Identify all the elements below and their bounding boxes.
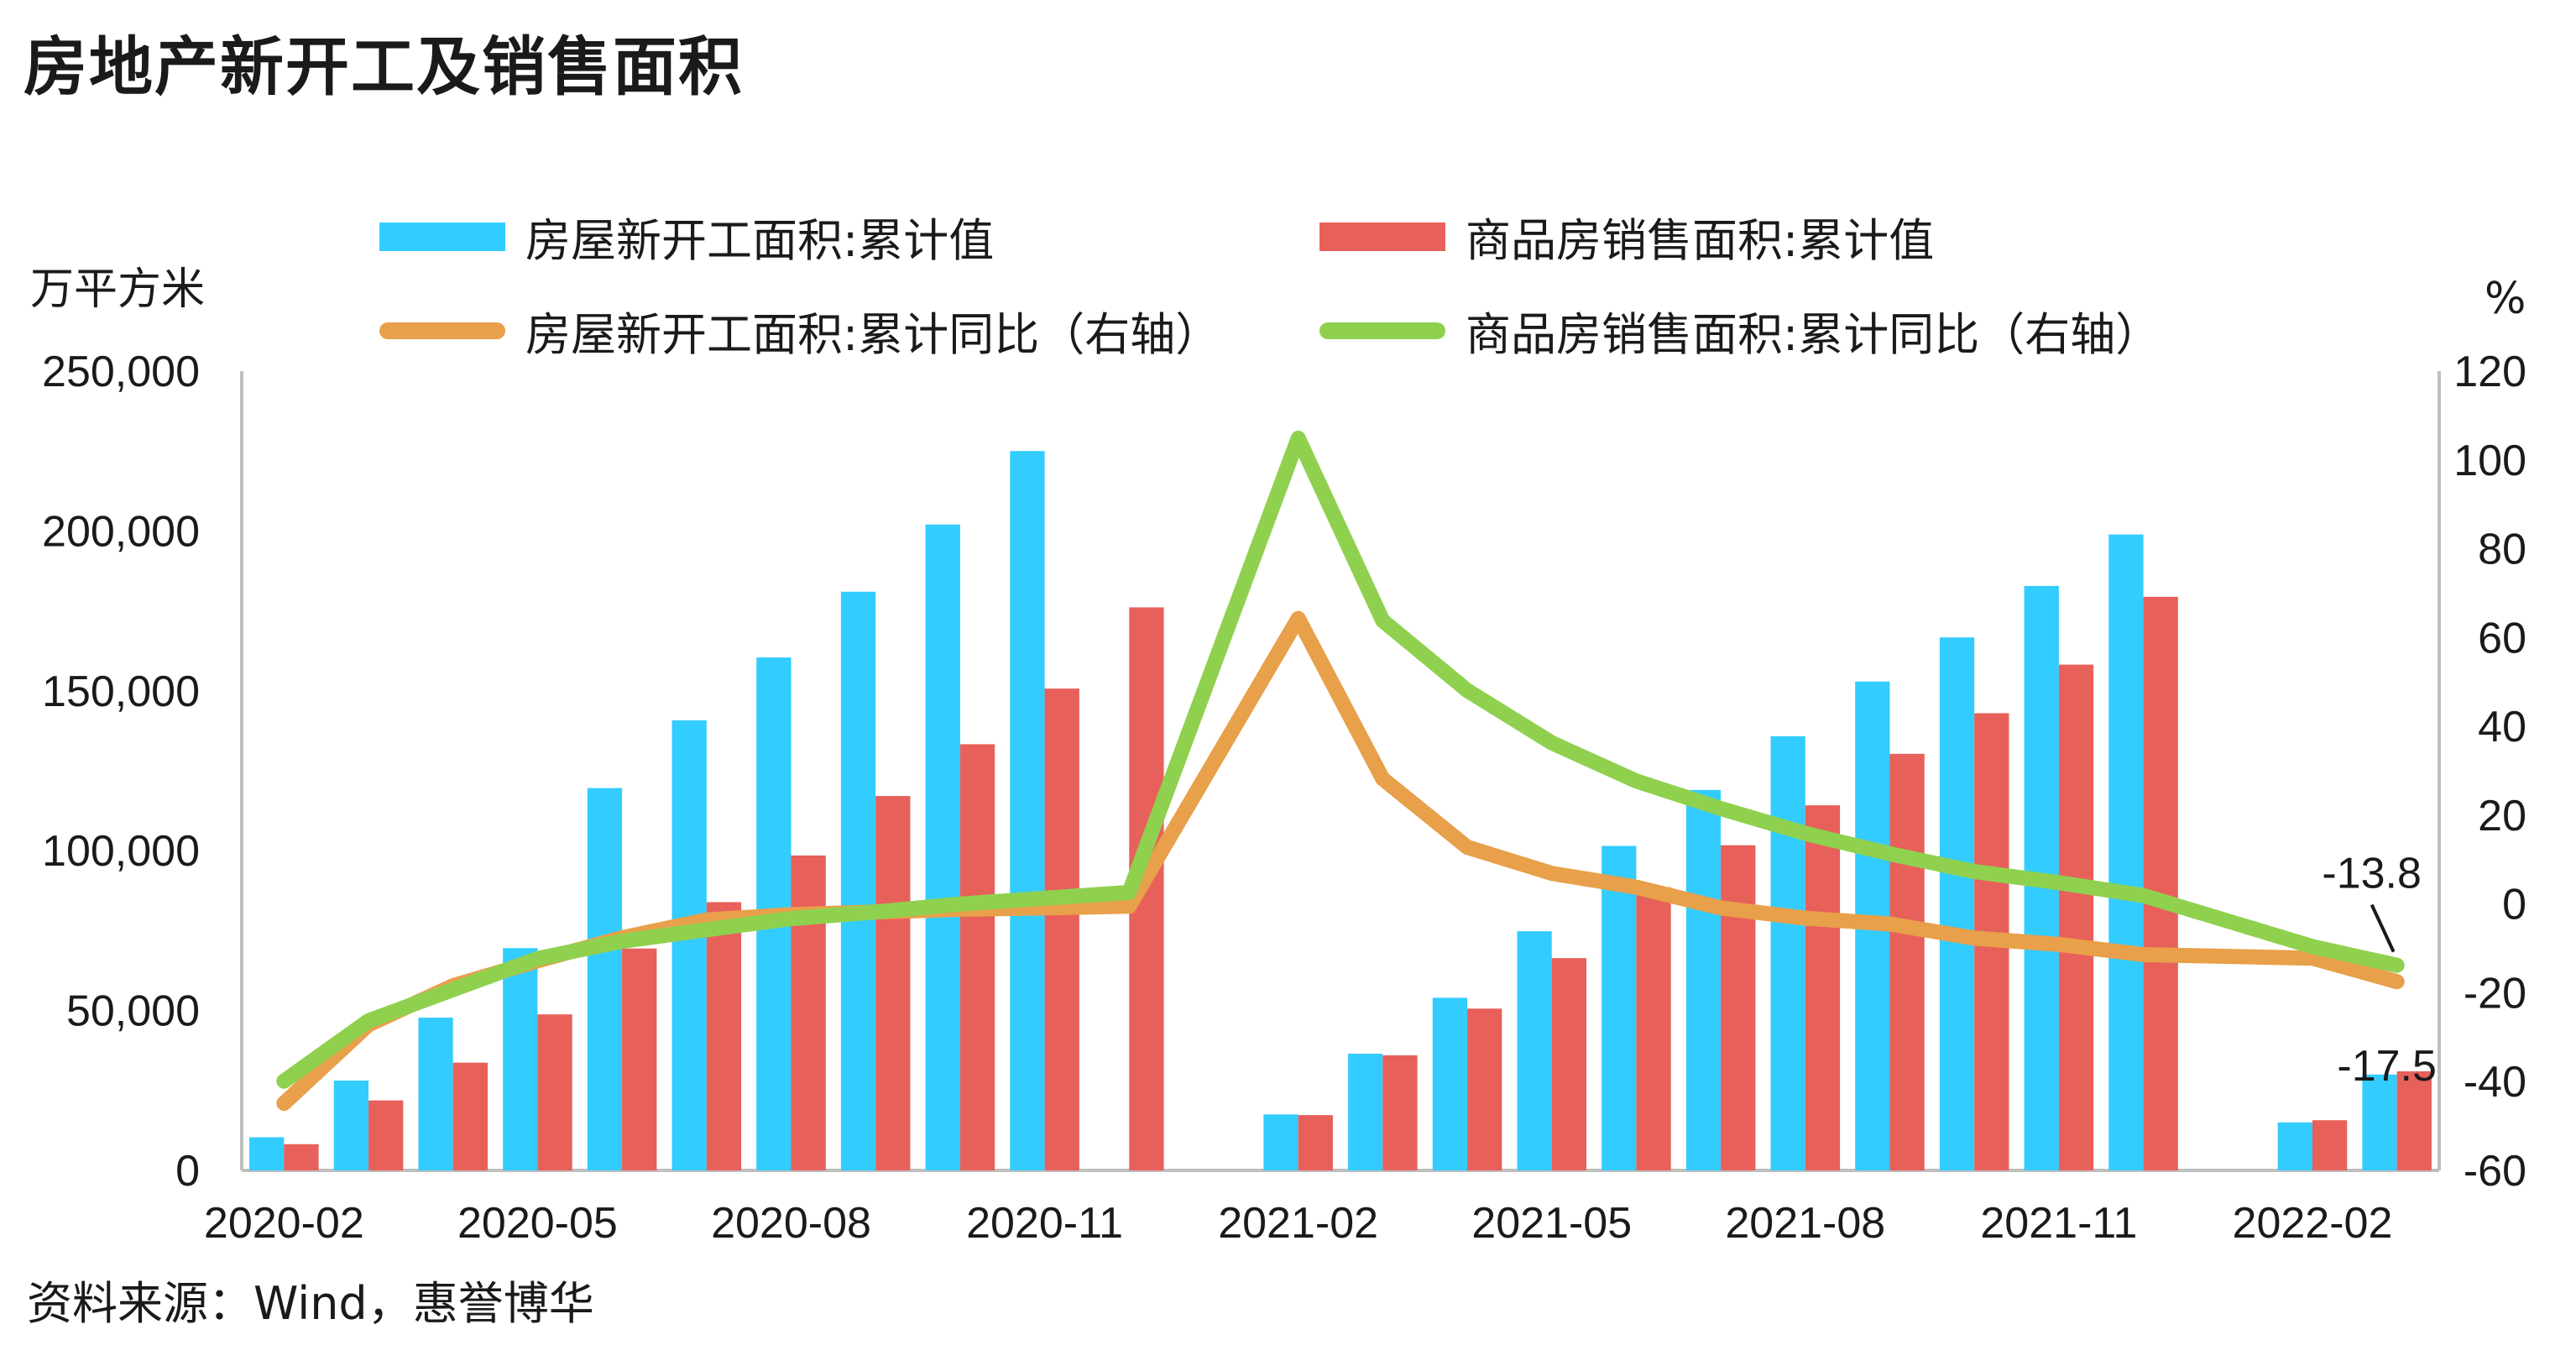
bar-sales — [452, 1062, 489, 1170]
legend-label-sales-bar: 商品房销售面积:累计值 — [1466, 214, 1935, 267]
bar-new-start — [1770, 735, 1805, 1170]
legend-label-new-start-bar: 房屋新开工面积:累计值 — [525, 214, 995, 267]
bar-new-start — [1263, 1114, 1298, 1170]
legend-swatch-new-start-bar — [379, 222, 505, 251]
legend-label-new-start-line: 房屋新开工面积:累计同比（右轴） — [525, 308, 1221, 361]
legend-item-new-start-bar: 房屋新开工面积:累计值 — [379, 203, 994, 270]
y2-tick-label: -20 — [2464, 969, 2526, 1018]
bar-new-start — [2108, 534, 2144, 1170]
legend-swatch-sales-bar — [1319, 222, 1445, 251]
bar-new-start — [1602, 845, 1637, 1170]
y-tick-label: 0 — [175, 1147, 200, 1196]
y2-tick-label: 20 — [2478, 792, 2526, 840]
bar-new-start — [249, 1137, 285, 1170]
x-tick-label: 2020-08 — [711, 1199, 871, 1248]
bar-new-start — [1348, 1054, 1383, 1170]
x-tick-label: 2021-02 — [1218, 1199, 1378, 1248]
bar-sales — [284, 1144, 319, 1170]
bar-new-start — [587, 788, 623, 1170]
bar-sales — [1298, 1115, 1333, 1170]
y2-tick-label: 40 — [2478, 703, 2526, 751]
annotation-new-start-yoy: -17.5 — [2337, 1042, 2437, 1091]
bar-sales — [1636, 887, 1671, 1170]
y2-tick-label: 60 — [2478, 614, 2526, 662]
y2-tick-label: -40 — [2464, 1058, 2526, 1107]
bar-sales — [706, 902, 742, 1170]
y-tick-label: 200,000 — [42, 507, 200, 556]
annotation-sales-yoy: -13.8 — [2322, 850, 2422, 898]
bar-sales — [1382, 1055, 1418, 1170]
bar-sales — [959, 744, 995, 1170]
x-tick-label: 2021-05 — [1471, 1199, 1632, 1248]
bar-new-start — [925, 524, 960, 1170]
x-tick-label: 2020-11 — [966, 1199, 1123, 1248]
bar-sales — [1805, 805, 1841, 1170]
bar-new-start — [1685, 789, 1722, 1170]
y2-tick-label: -60 — [2464, 1147, 2526, 1196]
bar-sales — [1044, 688, 1079, 1170]
bar-new-start — [503, 948, 538, 1170]
legend-label-sales-line: 商品房销售面积:累计同比（右轴） — [1466, 308, 2161, 361]
y2-tick-label: 120 — [2453, 348, 2526, 396]
bar-new-start — [2362, 1074, 2397, 1170]
chart-title: 房地产新开工及销售面积 — [24, 29, 744, 104]
bar-sales — [2312, 1120, 2348, 1170]
x-tick-label: 2020-02 — [204, 1199, 364, 1248]
bar-new-start — [333, 1080, 369, 1170]
bar-sales — [1551, 958, 1587, 1170]
x-tick-label: 2021-11 — [1980, 1199, 2137, 1248]
bar-new-start — [1517, 931, 1552, 1170]
bar-sales — [875, 796, 911, 1170]
bar-new-start — [671, 720, 707, 1170]
y2-tick-label: 100 — [2453, 437, 2526, 485]
y-tick-label: 50,000 — [66, 987, 200, 1036]
bar-new-start — [1432, 997, 1468, 1170]
legend-swatch-new-start-line — [379, 322, 505, 339]
bar-new-start — [840, 591, 876, 1170]
bar-sales — [2396, 1070, 2432, 1170]
legend-swatch-sales-line — [1319, 322, 1445, 339]
bar-sales — [537, 1014, 572, 1170]
bar-sales — [2058, 664, 2094, 1170]
y2-tick-label: 80 — [2478, 526, 2526, 574]
bar-new-start — [2277, 1122, 2312, 1170]
bar-sales — [2143, 596, 2178, 1170]
bar-new-start — [1010, 451, 1045, 1170]
bar-sales — [1721, 845, 1756, 1170]
legend-item-new-start-line: 房屋新开工面积:累计同比（右轴） — [379, 297, 1220, 364]
y-tick-label: 100,000 — [42, 827, 200, 876]
bar-new-start — [1939, 637, 1975, 1170]
line-sales-yoy — [276, 430, 2405, 1089]
right-axis-unit: % — [2485, 274, 2526, 324]
x-tick-label: 2020-05 — [457, 1199, 618, 1248]
y-tick-label: 150,000 — [42, 667, 200, 716]
bar-sales — [622, 948, 657, 1170]
bar-sales — [791, 855, 826, 1170]
bar-new-start — [418, 1018, 453, 1170]
y-tick-label: 250,000 — [42, 348, 200, 396]
x-tick-label: 2022-02 — [2233, 1199, 2393, 1248]
legend-item-sales-line: 商品房销售面积:累计同比（右轴） — [1319, 297, 2161, 364]
bar-sales — [1889, 753, 1925, 1170]
bar-sales — [368, 1100, 404, 1170]
legend-item-sales-bar: 商品房销售面积:累计值 — [1319, 203, 1934, 270]
x-tick-label: 2021-08 — [1725, 1199, 1885, 1248]
source-note: 资料来源：Wind，惠誉博华 — [27, 1277, 594, 1330]
bar-sales — [1467, 1008, 1502, 1170]
left-axis-unit: 万平方米 — [30, 264, 206, 315]
annotation-leader — [2370, 903, 2396, 953]
y2-tick-label: 0 — [2502, 881, 2526, 929]
